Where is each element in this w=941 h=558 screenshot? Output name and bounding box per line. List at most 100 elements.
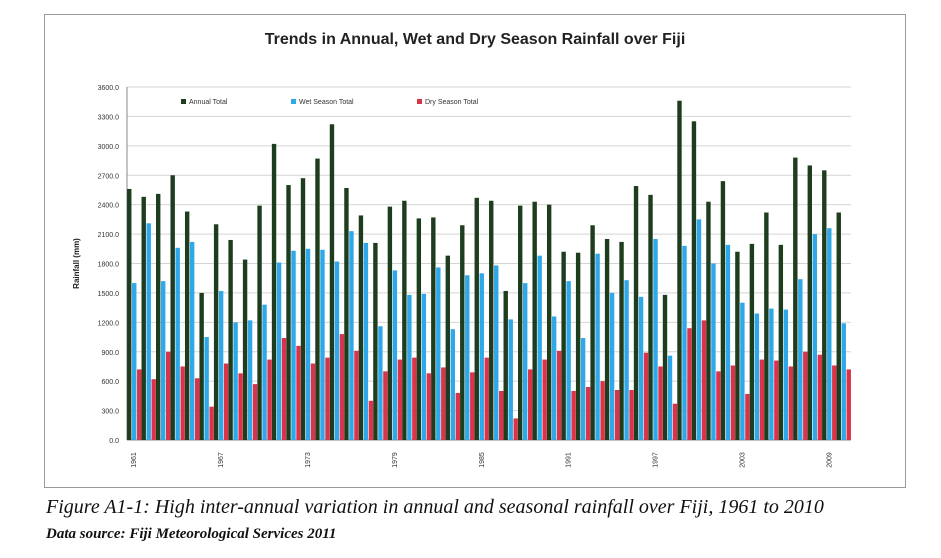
bar-wet-season-total	[363, 242, 369, 440]
bar-annual-total	[633, 186, 639, 440]
bar-wet-season-total	[132, 283, 137, 440]
bar-annual-total	[778, 244, 784, 440]
bar-dry-season-total	[484, 357, 489, 440]
bar-wet-season-total	[233, 322, 238, 440]
x-tick-label: 1973	[305, 452, 312, 468]
chart-title: Trends in Annual, Wet and Dry Season Rai…	[264, 31, 686, 48]
bar-dry-season-total	[296, 345, 301, 440]
bar-dry-season-total	[774, 360, 779, 440]
bar-wet-season-total	[667, 355, 673, 440]
bar-annual-total	[431, 217, 436, 440]
bar-wet-season-total	[783, 309, 789, 440]
bar-annual-total	[532, 201, 537, 440]
y-tick-label: 0.0	[109, 438, 119, 445]
bar-dry-season-total	[441, 367, 446, 440]
bar-wet-season-total	[450, 329, 455, 440]
x-tick-label: 1967	[218, 452, 225, 468]
bar-wet-season-total	[479, 273, 484, 440]
bar-dry-season-total	[672, 403, 678, 440]
legend-label: Dry Season Total	[425, 99, 479, 106]
x-tick-label: 1961	[131, 452, 138, 468]
bar-dry-season-total	[614, 389, 620, 440]
bar-annual-total	[575, 252, 581, 440]
bar-wet-season-total	[349, 231, 354, 440]
bar-annual-total	[373, 242, 378, 440]
bar-dry-season-total	[310, 363, 316, 440]
y-tick-label: 1800.0	[98, 262, 120, 269]
bar-annual-total	[213, 224, 219, 440]
bar-annual-total	[127, 188, 132, 440]
bar-annual-total	[720, 181, 726, 440]
bar-annual-total	[460, 225, 465, 440]
bar-annual-total	[561, 251, 566, 440]
bar-wet-season-total	[595, 253, 600, 440]
bar-wet-season-total	[378, 326, 383, 440]
bar-annual-total	[691, 121, 697, 440]
bar-wet-season-total	[827, 228, 832, 440]
bar-annual-total	[489, 200, 494, 440]
bar-wet-season-total	[262, 304, 267, 440]
bar-wet-season-total	[696, 219, 702, 440]
bar-wet-season-total	[276, 262, 282, 440]
bar-annual-total	[793, 157, 798, 440]
bar-annual-total	[735, 251, 740, 440]
legend-swatch	[181, 99, 186, 104]
bar-dry-season-total	[832, 365, 837, 440]
bar-wet-season-total	[146, 223, 151, 440]
bar-annual-total	[662, 294, 668, 440]
bar-annual-total	[286, 185, 291, 440]
bar-dry-season-total	[687, 328, 692, 440]
bar-annual-total	[619, 241, 624, 440]
x-tick-label: 2009	[826, 452, 833, 468]
figure-source: Data source: Fiji Meteorological Service…	[46, 526, 337, 542]
x-tick-label: 1997	[653, 452, 660, 468]
bar-dry-season-total	[166, 351, 171, 440]
bar-wet-season-total	[653, 238, 658, 440]
bar-dry-season-total	[368, 400, 374, 440]
bar-wet-season-total	[812, 234, 817, 440]
bar-annual-total	[329, 124, 335, 440]
bar-wet-season-total	[841, 323, 846, 440]
x-tick-label: 2003	[739, 452, 746, 468]
bar-dry-season-total	[528, 369, 533, 440]
bar-wet-season-total	[551, 316, 557, 440]
bar-annual-total	[344, 187, 349, 440]
bar-annual-total	[199, 292, 204, 440]
y-tick-label: 1200.0	[98, 320, 120, 327]
y-tick-label: 2100.0	[98, 232, 120, 239]
y-axis-title: Rainfall (mm)	[72, 238, 81, 289]
bar-dry-season-total	[542, 359, 547, 440]
bar-annual-total	[706, 201, 711, 440]
bar-wet-season-total	[421, 293, 427, 440]
bar-annual-total	[677, 100, 682, 440]
bar-dry-season-total	[325, 357, 330, 440]
bar-dry-season-total	[180, 366, 185, 440]
bar-annual-total	[749, 243, 755, 440]
bar-dry-season-total	[600, 381, 605, 440]
bar-wet-season-total	[580, 338, 586, 440]
chart-frame: Trends in Annual, Wet and Dry Season Rai…	[44, 14, 906, 488]
y-tick-label: 900.0	[101, 350, 119, 357]
bar-dry-season-total	[730, 365, 736, 440]
bar-wet-season-total	[204, 337, 209, 440]
y-tick-label: 2400.0	[98, 203, 120, 210]
bar-dry-season-total	[137, 369, 142, 440]
figure-caption: Figure A1-1: High inter-annual variation…	[46, 496, 824, 518]
bar-wet-season-total	[508, 319, 513, 440]
bar-dry-season-total	[701, 320, 707, 440]
bar-wet-season-total	[334, 261, 340, 440]
bar-annual-total	[315, 158, 320, 440]
bar-dry-season-total	[658, 366, 663, 440]
bar-annual-total	[807, 165, 812, 440]
bar-wet-season-total	[494, 265, 499, 440]
bar-annual-total	[546, 204, 552, 440]
bar-wet-season-total	[523, 283, 528, 440]
y-tick-label: 300.0	[101, 409, 119, 416]
legend-label: Annual Total	[189, 99, 228, 106]
bar-annual-total	[358, 215, 364, 440]
bar-dry-season-total	[470, 372, 475, 440]
bar-dry-season-total	[629, 389, 634, 440]
bar-dry-season-total	[803, 351, 808, 440]
bar-wet-season-total	[682, 245, 687, 440]
bar-annual-total	[387, 206, 393, 440]
